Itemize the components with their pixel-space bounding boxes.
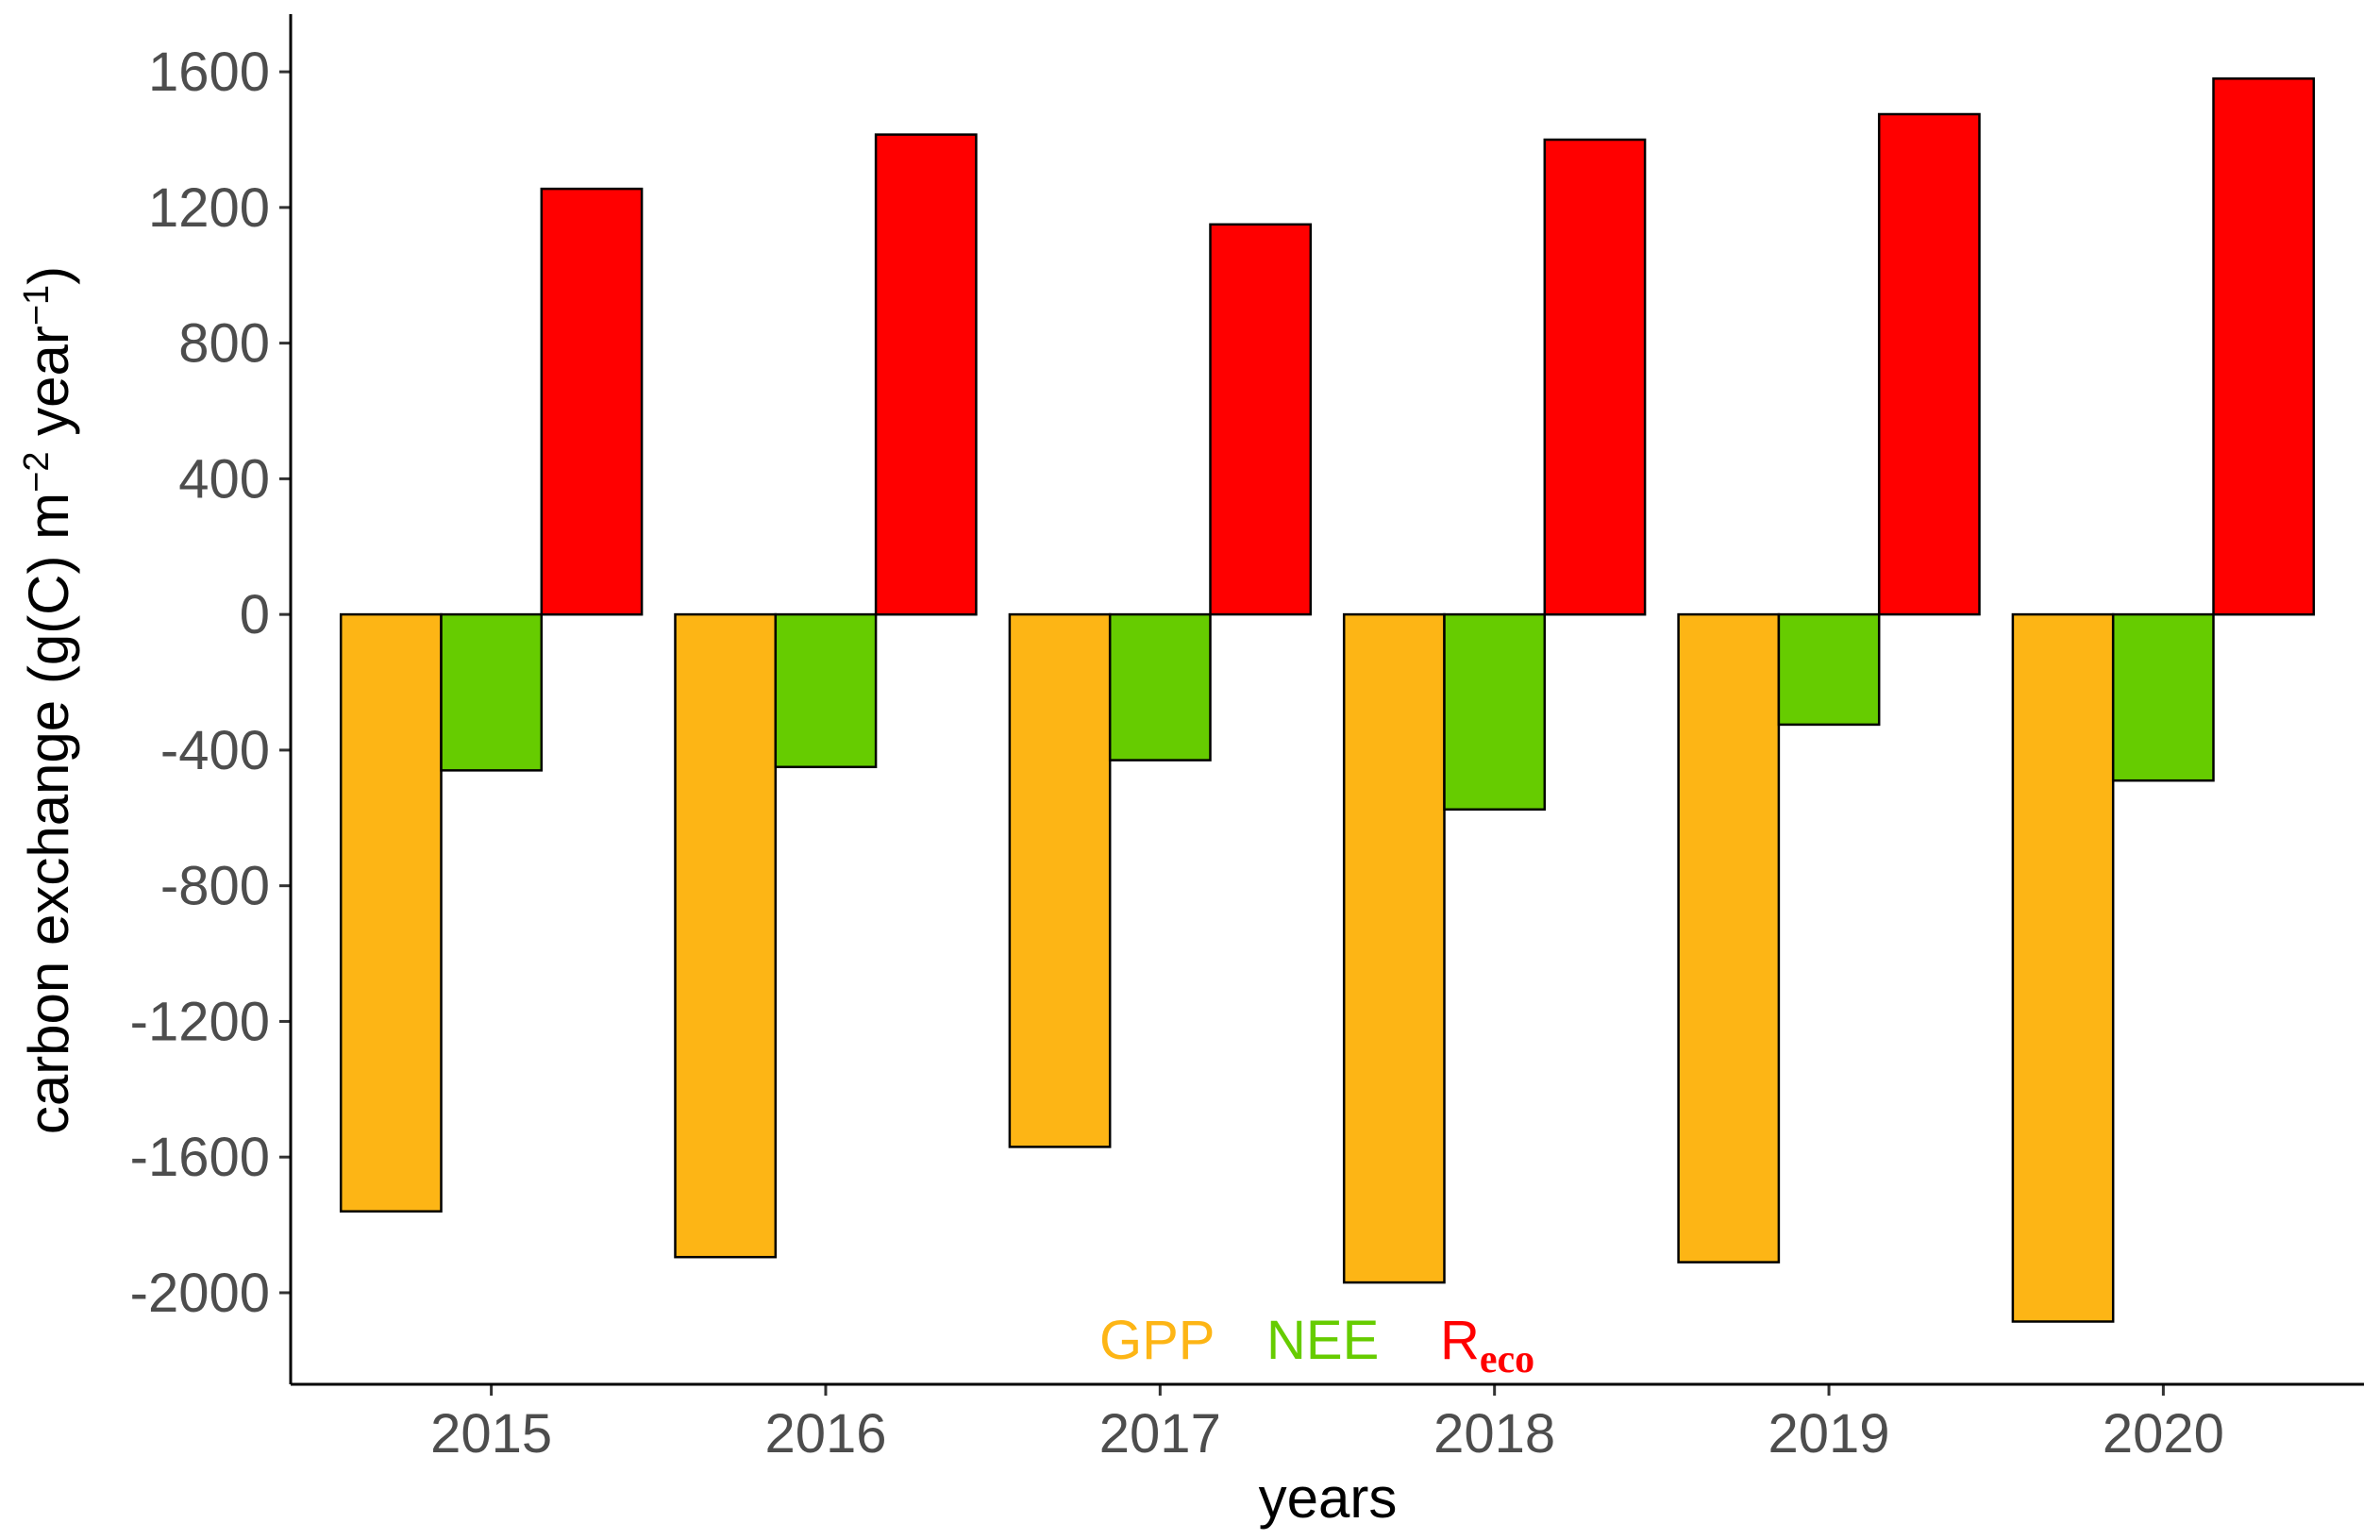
- bar-gpp-2018: [1342, 612, 1446, 1284]
- bar-gpp-2016: [674, 612, 778, 1259]
- bars-group: [339, 77, 2316, 1323]
- y-tick-label-800: 800: [178, 313, 270, 375]
- bar-gpp-2020: [2011, 612, 2115, 1323]
- bar-gpp-2017: [1008, 612, 1112, 1148]
- bar-nee-2020: [2111, 612, 2215, 782]
- x-tick-label-2016: 2016: [764, 1403, 886, 1465]
- legend-item-reco: Reco: [1440, 1310, 1534, 1381]
- x-axis-title: years: [1259, 1466, 1398, 1530]
- y-tick-label--400: -400: [160, 720, 270, 781]
- legend: GPP NEE Reco: [1099, 1310, 1534, 1381]
- y-axis-title-exp1: −2: [17, 452, 57, 493]
- bar-reco-2018: [1543, 138, 1647, 616]
- bar-reco-2016: [874, 133, 978, 616]
- bar-nee-2017: [1108, 612, 1212, 762]
- bar-nee-2015: [440, 612, 544, 772]
- legend-item-reco-subscript: eco: [1480, 1338, 1534, 1381]
- bar-gpp-2015: [339, 612, 443, 1213]
- bar-reco-2019: [1877, 112, 1981, 616]
- y-tick-label-0: 0: [240, 584, 270, 645]
- bar-reco-2017: [1209, 223, 1313, 616]
- x-tick-label-2020: 2020: [2103, 1403, 2224, 1465]
- y-tick-label-1600: 1600: [148, 42, 270, 103]
- y-axis-title-end: ): [17, 266, 80, 285]
- y-tick-label--1600: -1600: [130, 1127, 270, 1188]
- y-axis-title-exp2: −1: [17, 285, 57, 326]
- y-axis-title-mid: year: [17, 326, 80, 451]
- bar-nee-2016: [774, 612, 878, 769]
- bar-reco-2020: [2212, 77, 2316, 616]
- x-tick-label-2017: 2017: [1099, 1403, 1221, 1465]
- legend-item-gpp: GPP: [1099, 1310, 1215, 1371]
- x-tick-label-2015: 2015: [430, 1403, 552, 1465]
- y-axis-title: carbon exchange (g(C) m−2 year−1): [17, 266, 80, 1134]
- x-tick-label-2018: 2018: [1433, 1403, 1555, 1465]
- x-tick-label-2019: 2019: [1768, 1403, 1890, 1465]
- bar-reco-2015: [540, 187, 644, 616]
- y-tick-label--1200: -1200: [130, 991, 270, 1052]
- legend-item-reco-main: R: [1440, 1310, 1480, 1371]
- y-tick-label-1200: 1200: [148, 177, 270, 239]
- y-tick-label--800: -800: [160, 856, 270, 917]
- bar-nee-2018: [1443, 612, 1547, 812]
- legend-item-nee: NEE: [1266, 1310, 1379, 1371]
- y-tick-label--2000: -2000: [130, 1263, 270, 1324]
- y-axis-title-main: carbon exchange (g(C) m: [17, 493, 80, 1134]
- bar-gpp-2019: [1677, 612, 1781, 1264]
- y-tick-label-400: 400: [178, 448, 270, 510]
- y-axis-ticks: 1600 1200 800 400 0 -400 -800 -1200 -1600 -2000: [130, 42, 291, 1324]
- bar-nee-2019: [1777, 612, 1881, 727]
- x-axis-ticks: 2015 2016 2017 2018 2019 2020: [430, 1384, 2224, 1465]
